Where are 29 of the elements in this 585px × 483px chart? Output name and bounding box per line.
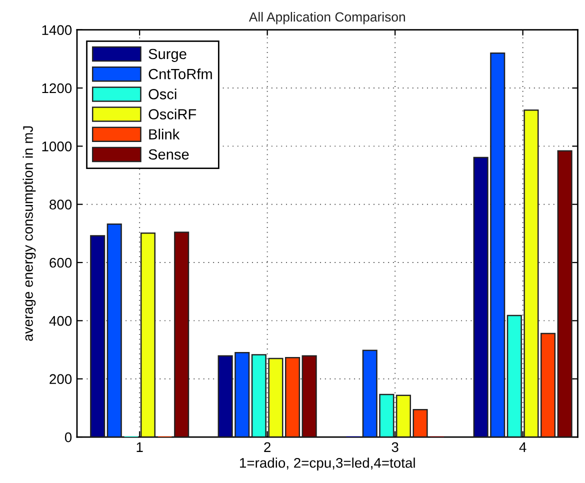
bar — [557, 150, 572, 438]
legend-label: Sense — [148, 149, 189, 160]
legend-label: OsciRF — [148, 108, 196, 120]
y-tick-label: 200 — [50, 374, 72, 384]
x-tick-label: 1 — [136, 442, 143, 452]
bar — [302, 355, 317, 438]
y-tick-label: 1200 — [42, 83, 72, 94]
bar — [140, 232, 156, 438]
x-tick-label: 4 — [519, 442, 526, 452]
y-tick-label: 1000 — [42, 142, 72, 152]
bar — [174, 232, 190, 438]
legend-label: Blink — [149, 128, 180, 140]
bar — [106, 224, 122, 438]
y-axis-title: average energy consumption in mJ — [22, 126, 36, 341]
bar — [90, 235, 106, 438]
y-tick-label: 400 — [49, 316, 72, 326]
legend-label: CntToRfm — [148, 68, 212, 80]
x-axis-title: 1=radio, 2=cpu,3=led,4=total — [240, 458, 415, 471]
legend-label: Osci — [148, 88, 176, 100]
y-tick-label: 0 — [64, 432, 72, 442]
x-tick-label: 2 — [264, 442, 270, 452]
legend-label: Surge — [148, 48, 186, 62]
y-tick-label: 1400 — [42, 25, 72, 36]
y-tick-label: 600 — [50, 258, 72, 268]
y-tick-label: 800 — [50, 200, 72, 210]
x-tick-label: 3 — [392, 442, 398, 452]
bar — [285, 356, 300, 438]
bar — [540, 332, 556, 438]
chart-title: All Application Comparison — [248, 12, 405, 24]
